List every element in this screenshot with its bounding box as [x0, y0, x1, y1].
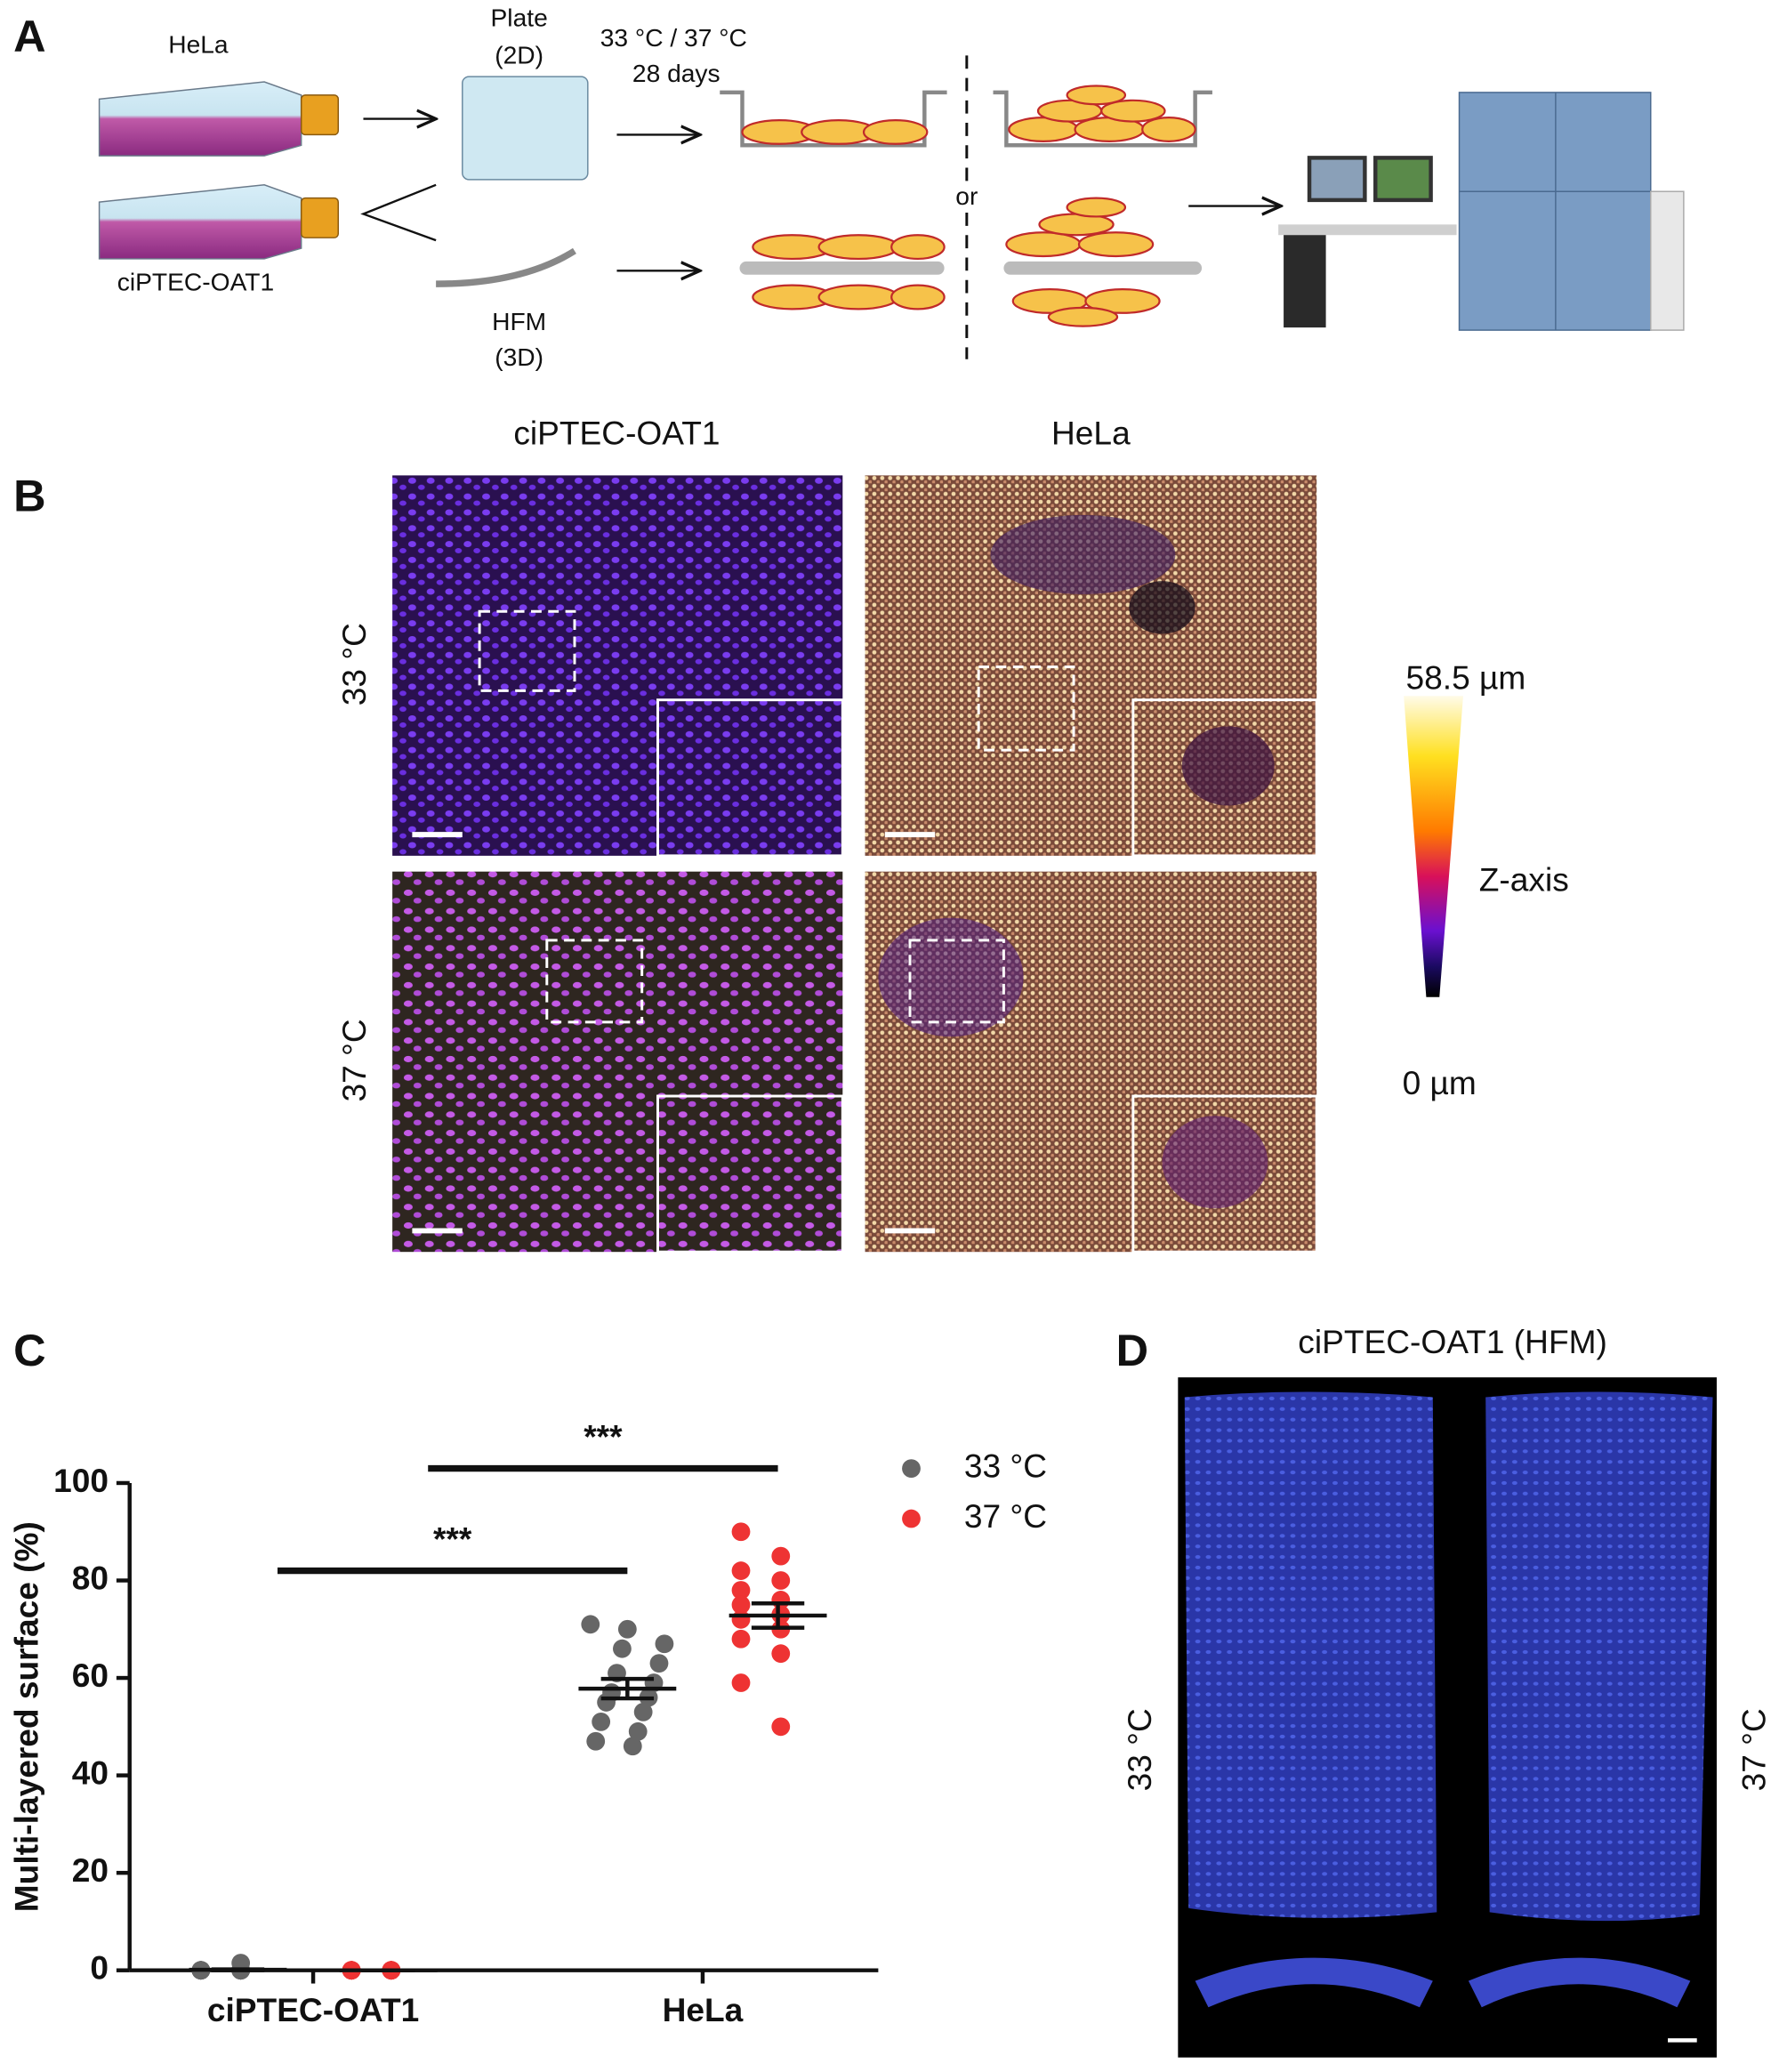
- panel-title: ciPTEC-OAT1 (HFM): [1298, 1323, 1607, 1360]
- panel-b: B ciPTEC-OAT1 HeLa 33 °C 37 °C 58.5 µm Z…: [13, 415, 1569, 1254]
- plate: [462, 76, 589, 181]
- data-point: [649, 1654, 669, 1673]
- fiber-render: [1184, 1391, 1437, 1918]
- colorbar-min: 0 µm: [1403, 1064, 1477, 1101]
- legend-marker: [902, 1459, 921, 1479]
- data-point: [633, 1703, 653, 1721]
- panel-label: C: [13, 1325, 45, 1375]
- data-point: [731, 1629, 751, 1649]
- flask: [98, 184, 340, 260]
- significance-label: ***: [584, 1418, 623, 1455]
- y-tick-label: 60: [72, 1657, 109, 1694]
- plate-label: (2D): [495, 40, 543, 69]
- colorbar-max: 58.5 µm: [1406, 658, 1526, 696]
- y-tick-label: 20: [72, 1851, 109, 1889]
- data-point: [771, 1644, 791, 1664]
- data-point: [655, 1634, 674, 1654]
- data-point: [731, 1595, 751, 1615]
- data-point: [581, 1615, 600, 1634]
- hfm-label: HFM: [492, 307, 546, 335]
- cell-label: ciPTEC-OAT1: [117, 268, 274, 296]
- row-title: 37 °C: [335, 1019, 373, 1101]
- panel-d: D ciPTEC-OAT1 (HFM) 33 °C 37 °C: [1116, 1323, 1772, 2058]
- data-point: [623, 1737, 642, 1756]
- micrograph: [392, 871, 844, 1254]
- fiber-wall: [1003, 261, 1203, 275]
- column-title: ciPTEC-OAT1: [513, 415, 720, 452]
- data-point: [771, 1546, 791, 1566]
- micrograph: [392, 475, 844, 858]
- hfm-label: (3D): [495, 343, 543, 371]
- data-point: [597, 1693, 616, 1712]
- arrow: [360, 183, 437, 242]
- panel-label: B: [13, 470, 45, 520]
- condition-label: 28 days: [632, 59, 720, 87]
- y-tick-label: 40: [72, 1754, 109, 1791]
- y-axis-label: Multi-layered surface (%): [8, 1521, 45, 1912]
- x-tick-label: HeLa: [663, 1991, 744, 2028]
- data-point: [628, 1721, 648, 1741]
- data-point: [731, 1609, 751, 1629]
- plate-label: Plate: [491, 4, 548, 32]
- y-tick-label: 100: [53, 1462, 109, 1499]
- x-tick-label: ciPTEC-OAT1: [207, 1991, 419, 2028]
- fiber-cross-section: [1195, 1957, 1433, 2008]
- condition-label: 33 °C / 37 °C: [600, 23, 747, 52]
- colorbar-title: Z-axis: [1479, 860, 1569, 898]
- row-title: 33 °C: [335, 623, 373, 705]
- row-title: 37 °C: [1735, 1708, 1772, 1791]
- row-title: 33 °C: [1121, 1708, 1158, 1791]
- data-point: [586, 1731, 606, 1751]
- data-point: [771, 1717, 791, 1737]
- well: [720, 90, 947, 148]
- y-tick-label: 80: [72, 1559, 109, 1596]
- hollow-fiber: [436, 247, 576, 287]
- or-label: or: [955, 181, 978, 210]
- micrograph: [865, 475, 1318, 858]
- fiber-wall: [739, 261, 945, 275]
- legend-label: 37 °C: [964, 1497, 1047, 1535]
- fiber-render: [1485, 1391, 1713, 1922]
- column-title: HeLa: [1051, 415, 1131, 452]
- well: [993, 90, 1212, 148]
- panel-label: A: [13, 11, 45, 61]
- data-point: [731, 1522, 751, 1542]
- panel-label: D: [1116, 1325, 1148, 1375]
- panel-a: A HeLa ciPTEC-OAT1 Plate (2D) HFM (3D) 3…: [13, 4, 1685, 371]
- fiber-cross-section: [1468, 1957, 1691, 2008]
- micrograph: [865, 871, 1318, 1254]
- data-point: [731, 1673, 751, 1692]
- significance-label: ***: [433, 1520, 472, 1558]
- data-point: [731, 1561, 751, 1580]
- colorbar: [1404, 696, 1463, 997]
- data-point: [613, 1639, 632, 1658]
- data-point: [617, 1619, 637, 1639]
- data-point: [592, 1712, 611, 1731]
- panel-c: C Multi-layered surface (%) 0 20 40 60 80 100…: [8, 1325, 1047, 2028]
- legend-marker: [902, 1509, 921, 1528]
- data-point: [731, 1581, 751, 1600]
- cell-label: HeLa: [168, 29, 229, 58]
- data-point: [771, 1571, 791, 1590]
- y-tick-label: 0: [90, 1948, 109, 1986]
- cells: [741, 85, 1196, 327]
- imaging-system: [1278, 92, 1685, 331]
- flask: [98, 81, 340, 157]
- legend-label: 33 °C: [964, 1447, 1047, 1484]
